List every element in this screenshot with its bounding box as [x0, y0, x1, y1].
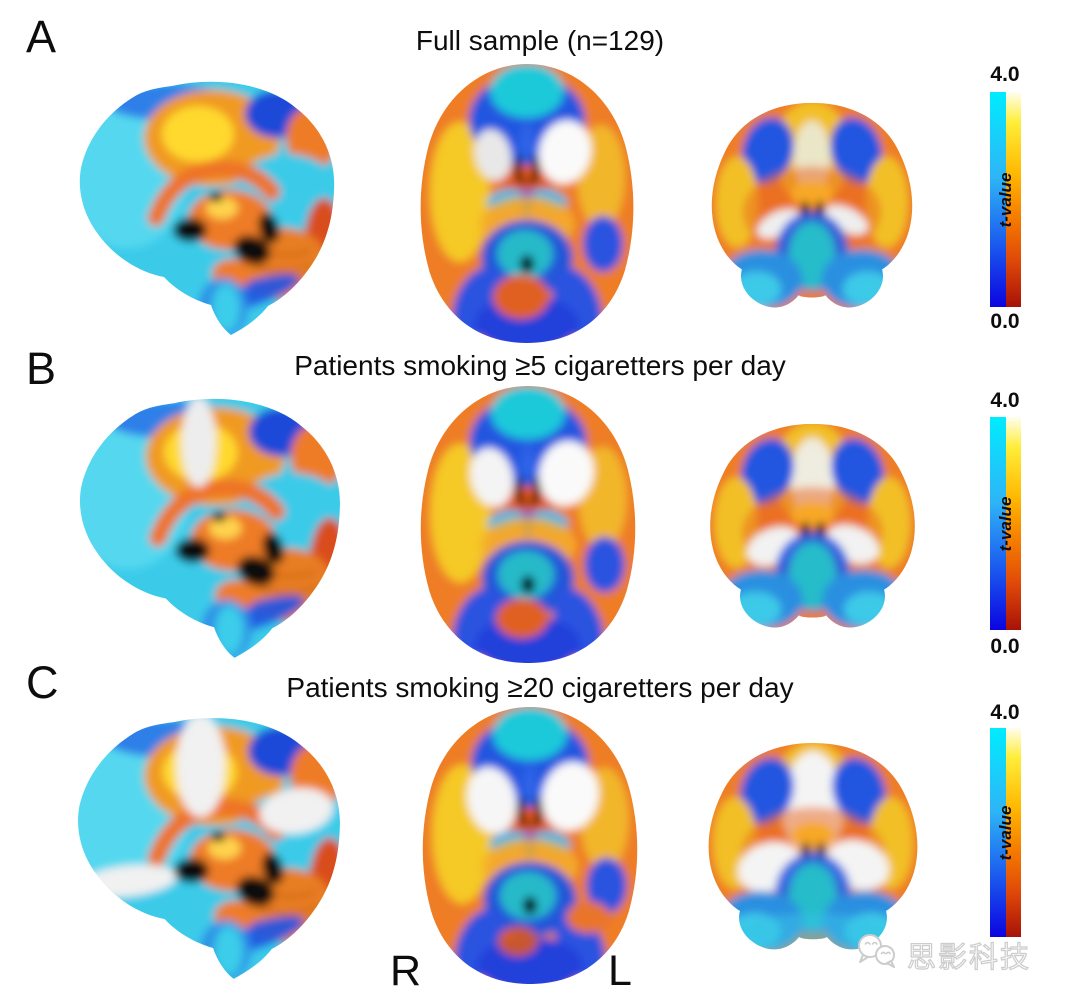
panel-b: B Patients smoking ≥5 cigaretters per da… [0, 320, 1080, 668]
watermark: 思影科技 [854, 932, 1031, 977]
panel-a: A Full sample (n=129) 4.0 t-value 0.0 [0, 0, 1080, 348]
watermark-text: 思影科技 [906, 941, 1032, 974]
colorbar-axis-label: t-value [995, 172, 1015, 227]
panel-a-title: Full sample (n=129) [415, 25, 665, 56]
colorbar-max-label: 4.0 [990, 701, 1020, 724]
sagittal-brain-slice-b [72, 393, 350, 663]
colorbar-max-label: 4.0 [990, 389, 1020, 412]
panel-c-title: Patients smoking ≥20 cigaretters per day [286, 672, 794, 703]
axial-brain-slice-a [403, 60, 651, 347]
panel-b-letter: B [26, 343, 57, 394]
axial-brain-slice-b [403, 382, 653, 667]
coronal-brain-slice-a [692, 95, 932, 319]
colorbar: t-value [990, 728, 1021, 937]
axial-brain-slice-c [405, 703, 655, 988]
colorbar-cold-gradient [990, 92, 1006, 307]
coronal-brain-slice-b [690, 416, 935, 639]
colorbar-axis-label: t-value [995, 805, 1015, 860]
colorbar-cold-gradient [990, 728, 1006, 937]
sagittal-brain-slice-a [72, 76, 344, 340]
colorbar-cold-gradient [990, 417, 1006, 630]
colorbar-min-label: 0.0 [990, 635, 1020, 658]
panel-c-letter: C [26, 657, 59, 708]
sagittal-brain-slice-c [70, 712, 350, 984]
panel-c: C Patients smoking ≥20 cigaretters per d… [0, 640, 1080, 1006]
colorbar-hot-gradient [1005, 417, 1021, 630]
panel-b-title: Patients smoking ≥5 cigaretters per day [294, 350, 786, 381]
colorbar-hot-gradient [1005, 92, 1021, 307]
colorbar-min-label: 0.0 [990, 310, 1020, 333]
colorbar-hot-gradient [1005, 728, 1021, 937]
orientation-right-label: R [390, 947, 422, 995]
colorbar-axis-label: t-value [995, 496, 1015, 551]
colorbar: t-value [990, 92, 1021, 307]
coronal-brain-slice-c [688, 735, 938, 961]
colorbar: t-value [990, 417, 1021, 630]
wechat-chat-bubbles-icon [854, 932, 902, 977]
panel-a-letter: A [26, 11, 57, 62]
orientation-left-label: L [608, 947, 632, 995]
colorbar-max-label: 4.0 [990, 63, 1020, 86]
